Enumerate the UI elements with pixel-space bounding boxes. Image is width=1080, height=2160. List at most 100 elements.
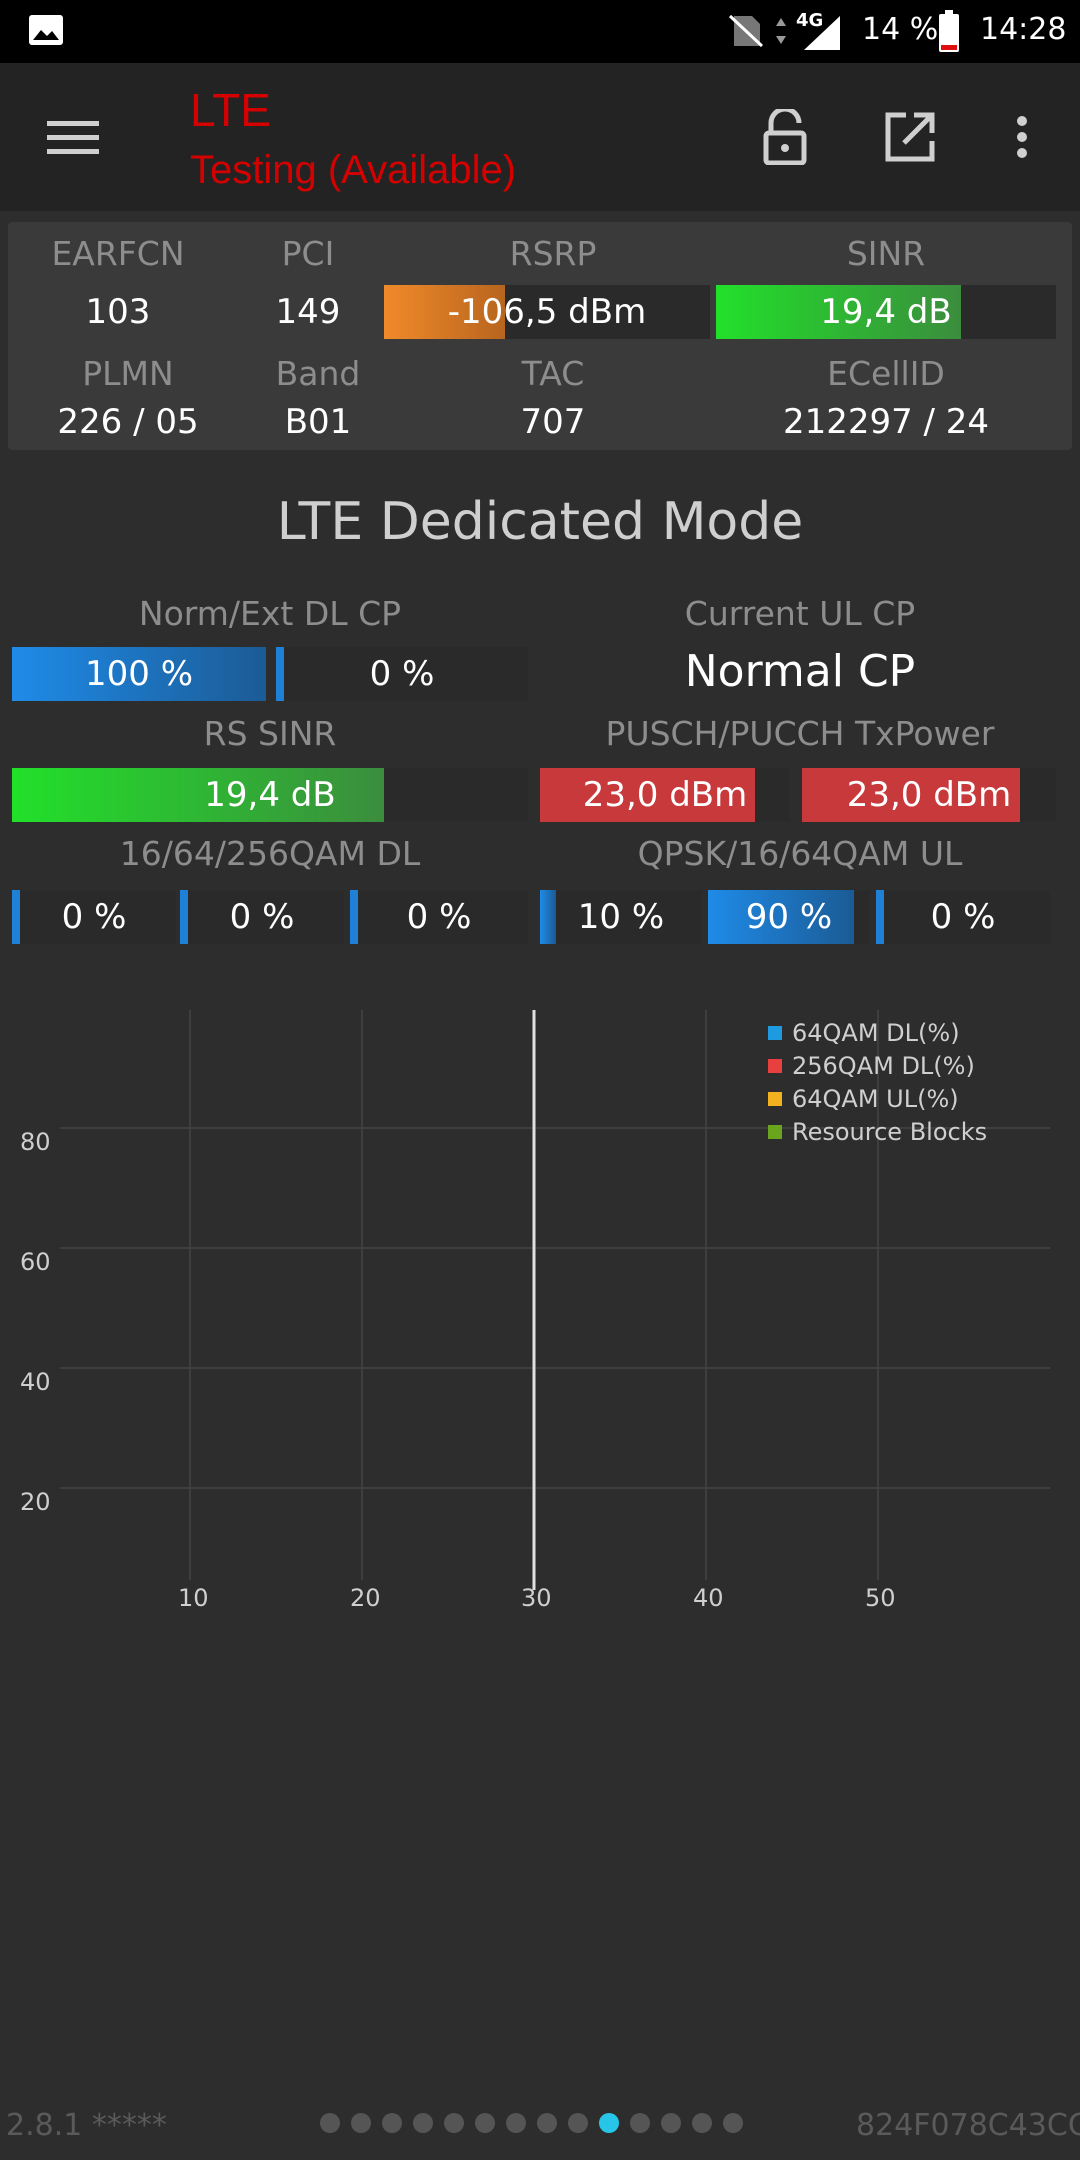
tac-label: TAC	[521, 354, 585, 393]
app-version: 2.8.1 *****	[6, 2108, 167, 2143]
page-dot[interactable]	[691, 2113, 712, 2133]
rs-sinr-bar: 19,4 dB	[12, 768, 528, 822]
cp-extended-value: 0 %	[369, 654, 435, 694]
page-dot[interactable]	[443, 2113, 464, 2133]
page-indicator[interactable]	[314, 2113, 764, 2137]
app-toolbar: LTE Testing (Available)	[0, 63, 1080, 211]
status-bar: 4G 14 % 14:28	[0, 0, 1080, 63]
qpsk-ul-bar: 10 %	[540, 890, 702, 944]
band-value: B01	[284, 402, 352, 442]
pucch-txpower-value: 23,0 dBm	[846, 775, 1012, 815]
qpsk-ul-bar-fill	[540, 890, 557, 944]
page-dot-active[interactable]	[598, 2113, 619, 2133]
page-dot[interactable]	[350, 2113, 371, 2133]
cp-dl-label: Norm/Ext DL CP	[138, 594, 402, 633]
sinr-bar-fill	[716, 285, 961, 339]
rsrp-bar: -106,5 dBm	[384, 285, 710, 339]
page-dot[interactable]	[412, 2113, 433, 2133]
qam16-ul-bar-fill	[708, 890, 854, 944]
plmn-value: 226 / 05	[57, 402, 199, 442]
qam256-dl-value: 0 %	[406, 897, 472, 937]
chart-grid	[60, 1010, 1050, 1590]
ecellid-value: 212297 / 24	[782, 402, 990, 442]
legend-label: 64QAM DL(%)	[792, 1018, 960, 1047]
earfcn-value: 103	[85, 292, 151, 332]
more-options-icon[interactable]	[982, 97, 1062, 177]
legend-label: 64QAM UL(%)	[792, 1084, 959, 1113]
lock-open-icon[interactable]	[745, 97, 825, 177]
cp-normal-bar: 100 %	[12, 647, 266, 701]
page-dot[interactable]	[381, 2113, 402, 2133]
page-dot[interactable]	[474, 2113, 495, 2133]
cp-extended-bar: 0 %	[276, 647, 528, 701]
qpsk-ul-value: 10 %	[577, 897, 665, 937]
pucch-txpower-bar-fill	[802, 768, 1021, 822]
cp-normal-bar-fill	[12, 647, 266, 701]
page-dot[interactable]	[567, 2113, 588, 2133]
page-dot[interactable]	[629, 2113, 650, 2133]
x-tick-label: 20	[350, 1584, 381, 1612]
legend-label: 256QAM DL(%)	[792, 1051, 975, 1080]
legend-label: Resource Blocks	[792, 1117, 988, 1146]
page-dot[interactable]	[536, 2113, 557, 2133]
qam-ul-label: QPSK/16/64QAM UL	[637, 834, 963, 873]
qam256-dl-bar: 0 %	[350, 890, 528, 944]
page-dot[interactable]	[722, 2113, 743, 2133]
cp-extended-bar-marker	[276, 647, 284, 701]
cp-normal-value: 100 %	[84, 654, 193, 694]
toolbar-subtitle: Testing (Available)	[190, 148, 517, 192]
pusch-txpower-bar: 23,0 dBm	[540, 768, 790, 822]
qam64-ul-bar-marker	[876, 890, 884, 944]
sinr-bar: 19,4 dB	[716, 285, 1056, 339]
y-tick-label: 40	[20, 1368, 51, 1396]
page-dot[interactable]	[505, 2113, 526, 2133]
legend-swatch	[768, 1025, 782, 1040]
pci-label: PCI	[281, 234, 335, 273]
qam16-dl-bar: 0 %	[12, 890, 176, 944]
legend-swatch	[768, 1091, 782, 1106]
qam256-dl-bar-marker	[350, 890, 358, 944]
sinr-value: 19,4 dB	[820, 292, 952, 332]
legend-swatch	[768, 1124, 782, 1139]
qam-dl-label: 16/64/256QAM DL	[119, 834, 421, 873]
network-type-label: 4G	[796, 10, 824, 31]
sinr-label: SINR	[846, 234, 926, 273]
rsrp-bar-fill	[384, 285, 505, 339]
pusch-txpower-bar-fill	[540, 768, 755, 822]
qam64-dl-value: 0 %	[229, 897, 295, 937]
data-activity-icon	[774, 14, 788, 48]
page-dot[interactable]	[660, 2113, 681, 2133]
pusch-txpower-value: 23,0 dBm	[582, 775, 748, 815]
qam16-dl-value: 0 %	[61, 897, 127, 937]
rsrp-label: RSRP	[509, 234, 597, 273]
qam16-ul-bar: 90 %	[708, 890, 870, 944]
x-tick-label: 30	[521, 1584, 552, 1612]
cell-summary-panel: EARFCN PCI RSRP SINR 103 149 -106,5 dBm …	[8, 222, 1072, 450]
rsrp-value: -106,5 dBm	[447, 292, 647, 332]
legend-swatch	[768, 1058, 782, 1073]
rs-sinr-bar-fill	[12, 768, 384, 822]
earfcn-label: EARFCN	[51, 234, 185, 273]
tac-value: 707	[520, 402, 586, 442]
qam64-dl-bar: 0 %	[180, 890, 344, 944]
y-tick-label: 60	[20, 1248, 51, 1276]
realtime-chart: 80 60 40 20 10 20 30 40 50 64QAM DL(%) 2…	[0, 1000, 1080, 1620]
x-tick-label: 40	[693, 1584, 724, 1612]
chart-legend: 64QAM DL(%) 256QAM DL(%) 64QAM UL(%) Res…	[768, 1016, 987, 1148]
plmn-label: PLMN	[82, 354, 174, 393]
band-label: Band	[275, 354, 361, 393]
pci-value: 149	[275, 292, 341, 332]
qam16-ul-value: 90 %	[745, 897, 833, 937]
legend-item-64qam-ul: 64QAM UL(%)	[768, 1082, 987, 1115]
image-notification-icon	[28, 14, 64, 46]
menu-icon[interactable]	[33, 97, 113, 177]
rs-sinr-value: 19,4 dB	[204, 775, 336, 815]
device-id: 824F078C43CC	[856, 2108, 1080, 2143]
page-dot[interactable]	[319, 2113, 340, 2133]
legend-item-256qam-dl: 256QAM DL(%)	[768, 1049, 987, 1082]
open-external-icon[interactable]	[870, 97, 950, 177]
cp-ul-label: Current UL CP	[684, 594, 916, 633]
qam64-dl-bar-marker	[180, 890, 188, 944]
txpower-label: PUSCH/PUCCH TxPower	[605, 714, 995, 753]
pucch-txpower-bar: 23,0 dBm	[802, 768, 1056, 822]
